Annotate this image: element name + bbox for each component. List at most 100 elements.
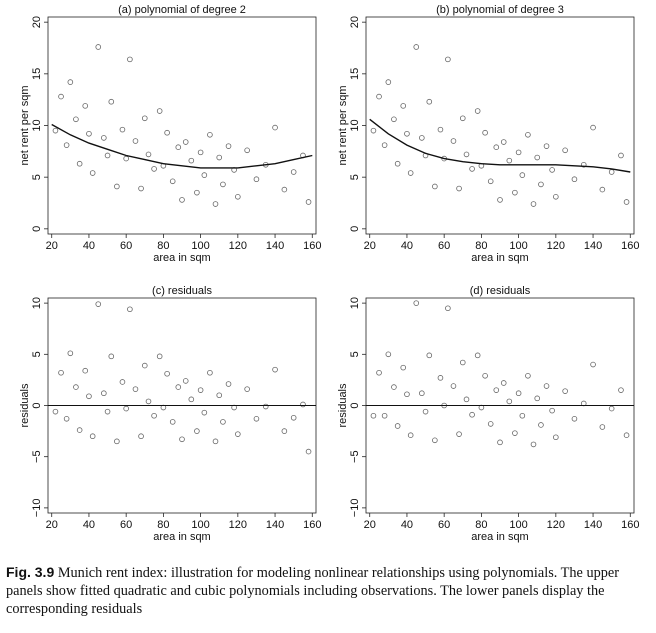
data-point	[123, 155, 129, 162]
data-point	[500, 139, 507, 145]
fitted-curve	[51, 123, 313, 169]
data-point	[169, 178, 176, 185]
data-point	[141, 362, 148, 369]
x-tick-label: 120	[229, 240, 247, 252]
data-point	[515, 390, 522, 397]
data-point	[197, 387, 204, 393]
data-point	[487, 178, 494, 185]
data-point	[437, 126, 444, 133]
data-point	[370, 127, 377, 134]
data-point	[456, 185, 462, 192]
data-point	[132, 386, 139, 392]
data-point	[182, 378, 189, 384]
data-point	[394, 423, 401, 429]
data-point	[194, 189, 200, 196]
data-point	[67, 350, 74, 357]
x-tick-label: 80	[475, 519, 487, 531]
x-tick-label: 140	[584, 240, 602, 252]
data-point	[82, 103, 89, 109]
data-point	[419, 390, 425, 397]
y-tick-label: 5	[31, 174, 43, 180]
data-point	[119, 379, 126, 385]
x-tick-label: 100	[509, 240, 527, 252]
data-point	[432, 183, 438, 190]
data-point	[138, 185, 144, 192]
data-point	[101, 135, 107, 141]
data-point	[400, 364, 407, 371]
data-point	[52, 127, 59, 134]
data-point	[104, 408, 111, 415]
data-point	[538, 181, 544, 188]
data-point	[253, 176, 260, 183]
data-point	[553, 434, 559, 441]
data-point	[512, 430, 518, 436]
data-point	[422, 408, 429, 415]
data-point	[188, 396, 195, 403]
data-point	[549, 407, 555, 414]
data-point	[73, 116, 79, 123]
x-tick-label: 40	[401, 240, 413, 252]
data-point	[534, 395, 541, 402]
data-point	[207, 369, 213, 376]
x-tick-label: 40	[83, 519, 95, 531]
data-point	[469, 411, 475, 418]
observation-points	[52, 301, 312, 455]
y-tick-label: 5	[349, 351, 361, 357]
x-axis-label: area in sqm	[153, 531, 210, 543]
data-point	[599, 424, 606, 430]
data-point	[244, 147, 250, 154]
data-point	[212, 438, 219, 445]
caption-label: Fig. 3.9	[6, 564, 55, 580]
y-tick-label: −10	[31, 499, 43, 518]
x-tick-label: 100	[191, 519, 209, 531]
y-tick-label: 20	[349, 16, 361, 28]
x-tick-label: 60	[438, 240, 450, 252]
data-point	[52, 408, 59, 415]
data-point	[571, 176, 578, 183]
data-point	[463, 151, 470, 158]
data-point	[179, 436, 185, 443]
data-point	[543, 383, 550, 389]
data-point	[305, 448, 312, 455]
data-point	[58, 369, 64, 376]
panel-title: (c) residuals	[152, 285, 212, 297]
data-point	[89, 433, 96, 440]
x-axis-label: area in sqm	[471, 531, 528, 543]
data-point	[391, 116, 397, 123]
y-tick-label: 5	[349, 174, 361, 180]
data-point	[156, 108, 163, 114]
y-axis-label: residuals	[337, 383, 349, 428]
data-point	[450, 138, 457, 144]
data-point	[76, 427, 83, 433]
data-point	[497, 197, 503, 203]
data-point	[141, 115, 148, 122]
data-point	[216, 392, 223, 399]
data-point	[400, 103, 407, 109]
data-point	[95, 301, 102, 307]
panel-title: (b) polynomial of degree 3	[436, 4, 564, 16]
data-point	[571, 416, 578, 422]
caption-text: Munich rent index: illustration for mode…	[6, 565, 620, 617]
data-point	[381, 412, 388, 419]
data-point	[391, 384, 397, 390]
data-point	[272, 124, 278, 131]
data-point	[108, 98, 115, 105]
data-point	[164, 370, 170, 377]
x-tick-label: 40	[401, 519, 413, 531]
data-point	[456, 431, 462, 437]
x-tick-label: 40	[83, 240, 95, 252]
x-axis-label: area in sqm	[153, 252, 210, 264]
x-tick-label: 20	[364, 240, 376, 252]
data-point	[95, 44, 102, 50]
data-point	[534, 154, 541, 161]
data-point	[608, 169, 615, 175]
y-tick-label: −5	[31, 450, 43, 463]
data-point	[381, 142, 388, 148]
panel-a: (a) polynomial of degree 220 40 60 80 100 120…	[19, 4, 321, 264]
data-point	[169, 419, 176, 425]
x-tick-label: 100	[191, 240, 209, 252]
data-point	[493, 387, 500, 393]
observation-points	[52, 44, 312, 207]
data-point	[445, 305, 451, 312]
